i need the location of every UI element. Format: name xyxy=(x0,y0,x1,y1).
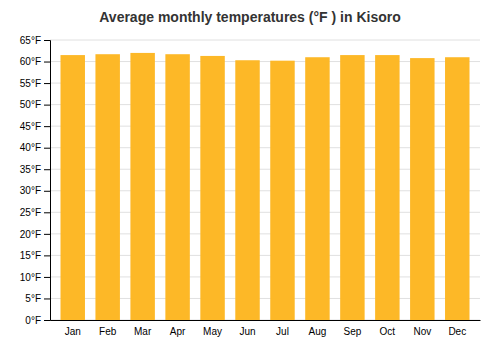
tick-label: 25°F xyxy=(20,207,41,218)
bar xyxy=(445,57,469,320)
tick-label: 0°F xyxy=(25,315,41,326)
tick-label: 55°F xyxy=(20,78,41,89)
tick-label: 50°F xyxy=(20,99,41,110)
tick-label: 35°F xyxy=(20,164,41,175)
tick-label: 60°F xyxy=(20,56,41,67)
tick-label: 65°F xyxy=(20,35,41,46)
tick: 65°F xyxy=(20,35,50,46)
tick-label: Jan xyxy=(65,326,81,337)
tick-mark xyxy=(44,62,50,63)
tick: 5°F xyxy=(25,293,50,304)
tick-label: Nov xyxy=(413,326,431,337)
tick: Aug xyxy=(309,320,327,337)
tick: 10°F xyxy=(20,272,50,283)
bar xyxy=(375,55,399,320)
tick: May xyxy=(203,320,222,337)
tick-mark xyxy=(44,234,50,235)
tick-label: Sep xyxy=(343,326,361,337)
tick: 30°F xyxy=(20,185,50,196)
tick-label: 30°F xyxy=(20,185,41,196)
bars xyxy=(60,53,469,320)
tick: 35°F xyxy=(20,164,50,175)
bar xyxy=(270,61,294,320)
grid-line xyxy=(50,40,480,41)
tick-mark xyxy=(44,40,50,41)
tick-label: Feb xyxy=(99,326,117,337)
tick: Mar xyxy=(134,320,152,337)
bar xyxy=(410,58,434,320)
tick: 15°F xyxy=(20,250,50,261)
bar xyxy=(200,56,224,320)
tick: Jun xyxy=(239,320,255,337)
bar xyxy=(95,54,119,320)
tick: Sep xyxy=(343,320,361,337)
tick-label: May xyxy=(203,326,222,337)
tick-mark xyxy=(44,191,50,192)
y-axis: 0°F 5°F 10°F 15°F 20°F 25°F 30°F 35°F 40°F 45°F 50… xyxy=(20,35,51,326)
tick-label: 15°F xyxy=(20,250,41,261)
tick: Nov xyxy=(413,320,431,337)
x-axis: Jan Feb Mar Apr May Jun Jul Aug Sep Oct Nov Dec xyxy=(51,320,481,337)
tick: 0°F xyxy=(25,315,50,326)
tick-mark xyxy=(44,105,50,106)
tick-mark xyxy=(44,255,50,256)
tick-label: Jul xyxy=(276,326,289,337)
bar xyxy=(165,54,189,320)
tick-label: 5°F xyxy=(25,293,41,304)
tick: Feb xyxy=(99,320,117,337)
tick-label: 10°F xyxy=(20,272,41,283)
tick: 25°F xyxy=(20,207,50,218)
tick: 45°F xyxy=(20,121,50,132)
tick-label: 45°F xyxy=(20,121,41,132)
bar xyxy=(235,60,259,320)
tick-label: Oct xyxy=(380,326,396,337)
tick: Jan xyxy=(65,320,81,337)
tick-label: Dec xyxy=(448,326,466,337)
tick-label: Mar xyxy=(134,326,152,337)
bar xyxy=(130,53,154,320)
tick: 60°F xyxy=(20,56,50,67)
title: Average monthly temperatures (°F ) in Ki… xyxy=(99,9,400,25)
tick-label: 20°F xyxy=(20,229,41,240)
tick-mark xyxy=(44,320,50,321)
tick: 40°F xyxy=(20,142,50,153)
tick-mark xyxy=(44,83,50,84)
tick-mark xyxy=(44,126,50,127)
tick-mark xyxy=(44,148,50,149)
tick-label: Jun xyxy=(239,326,255,337)
tick: Dec xyxy=(448,320,466,337)
tick-mark xyxy=(44,277,50,278)
tick: Oct xyxy=(380,320,396,337)
tick-label: Apr xyxy=(170,326,186,337)
axis-line xyxy=(44,41,51,321)
bar xyxy=(60,55,84,320)
bar xyxy=(305,57,329,320)
tick: Apr xyxy=(170,320,186,337)
bar xyxy=(340,55,364,320)
chart-svg: 0°F 5°F 10°F 15°F 20°F 25°F 30°F 35°F 40°F 45°F 50… xyxy=(0,0,500,350)
chart-container: 0°F 5°F 10°F 15°F 20°F 25°F 30°F 35°F 40°F 45°F 50… xyxy=(0,0,500,350)
tick-label: Aug xyxy=(309,326,327,337)
tick: Jul xyxy=(276,320,289,337)
axis-line xyxy=(51,320,481,321)
tick: 20°F xyxy=(20,229,50,240)
tick-mark xyxy=(44,298,50,299)
tick-mark xyxy=(44,169,50,170)
tick: 55°F xyxy=(20,78,50,89)
grid xyxy=(50,40,480,320)
tick-mark xyxy=(44,212,50,213)
plot-area: 0°F 5°F 10°F 15°F 20°F 25°F 30°F 35°F 40°F 45°F 50… xyxy=(20,35,481,337)
tick-label: 40°F xyxy=(20,142,41,153)
tick: 50°F xyxy=(20,99,50,110)
